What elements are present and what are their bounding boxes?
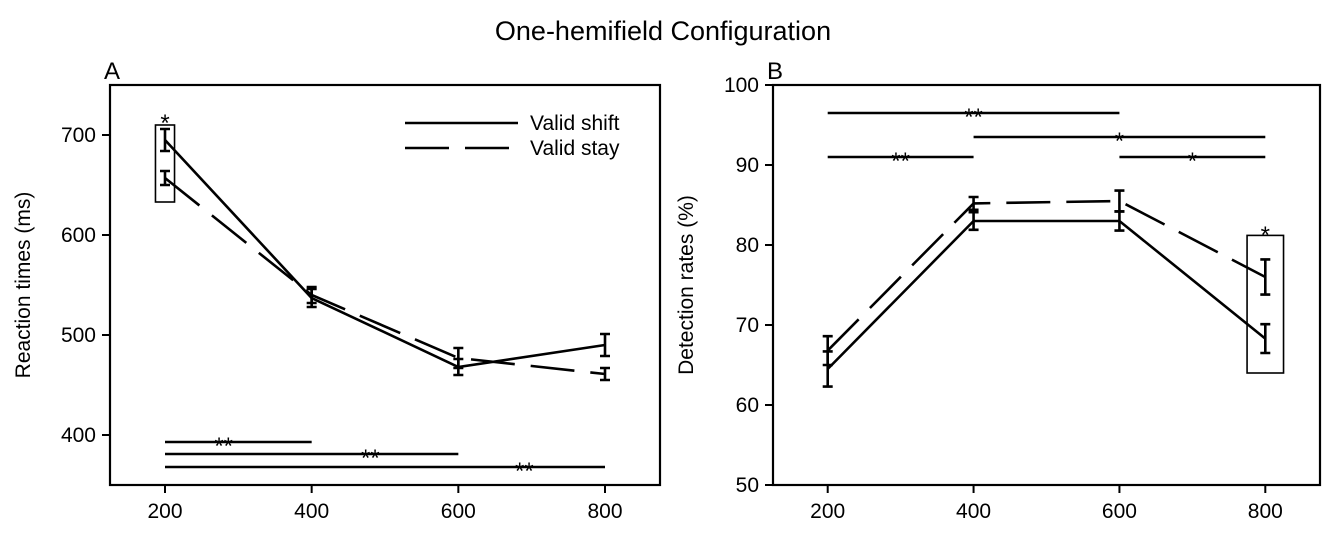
significance-box	[154, 124, 176, 203]
error-bar	[968, 210, 979, 232]
y-tick-label: 80	[736, 234, 759, 257]
significance-box	[1246, 234, 1285, 374]
series-line-valid-stay	[164, 176, 606, 376]
significance-label: **	[515, 458, 534, 485]
y-axis-title: Reaction times (ms)	[12, 192, 35, 379]
x-tick-label: 800	[1248, 500, 1283, 523]
plot-frame	[108, 83, 662, 487]
error-bar	[453, 346, 464, 370]
significance-label: *	[1115, 128, 1124, 155]
y-tick-label: 60	[736, 394, 759, 417]
x-tick-label: 200	[147, 500, 182, 523]
error-bar	[1260, 322, 1271, 355]
panel-a: 200 400 600 800 400 500 600 700 A Reaction times …	[12, 58, 662, 523]
error-bar	[160, 127, 170, 153]
x-tick-label: 400	[294, 500, 329, 523]
x-tick-label: 800	[587, 500, 622, 523]
x-tick-label: 200	[810, 500, 845, 523]
error-bar	[306, 285, 317, 305]
y-tick-label: 100	[724, 74, 759, 97]
significance-label: *	[160, 110, 169, 137]
series-line-valid-shift	[826, 219, 1267, 370]
series-line-valid-shift	[164, 139, 606, 369]
panel-b: 200 400 600 800 50 60 70 80 90 100 B Detection rate…	[675, 58, 1322, 523]
figure-title: One-hemifield Configuration	[495, 16, 831, 46]
x-tick-label: 400	[956, 500, 991, 523]
error-bar	[968, 195, 979, 212]
panel-label: B	[767, 58, 783, 85]
y-tick-label: 90	[736, 154, 759, 177]
y-tick-label: 400	[61, 424, 96, 447]
legend-label: Valid stay	[530, 137, 620, 160]
plot-frame	[771, 83, 1322, 487]
panel-label: A	[104, 58, 120, 85]
error-bar	[600, 366, 610, 382]
significance-label: **	[891, 148, 910, 175]
error-bar	[160, 169, 170, 187]
significance-label: *	[1188, 148, 1197, 175]
y-tick-label: 70	[736, 314, 759, 337]
legend-label: Valid shift	[530, 112, 620, 135]
significance-label: **	[964, 104, 983, 131]
significance-label: **	[361, 445, 380, 472]
series-line-valid-stay	[826, 199, 1266, 352]
error-bar	[1114, 189, 1125, 213]
y-tick-label: 600	[61, 224, 96, 247]
error-bar	[822, 334, 833, 367]
y-axis-title: Detection rates (%)	[675, 195, 698, 375]
significance-label: **	[214, 433, 233, 460]
y-tick-label: 500	[61, 324, 96, 347]
y-tick-label: 700	[61, 124, 96, 147]
x-tick-label: 600	[1102, 500, 1137, 523]
y-tick-label: 50	[736, 474, 759, 497]
significance-label: *	[1261, 222, 1270, 249]
error-bar	[1260, 258, 1271, 296]
error-bar	[600, 332, 610, 358]
x-tick-label: 600	[441, 500, 476, 523]
